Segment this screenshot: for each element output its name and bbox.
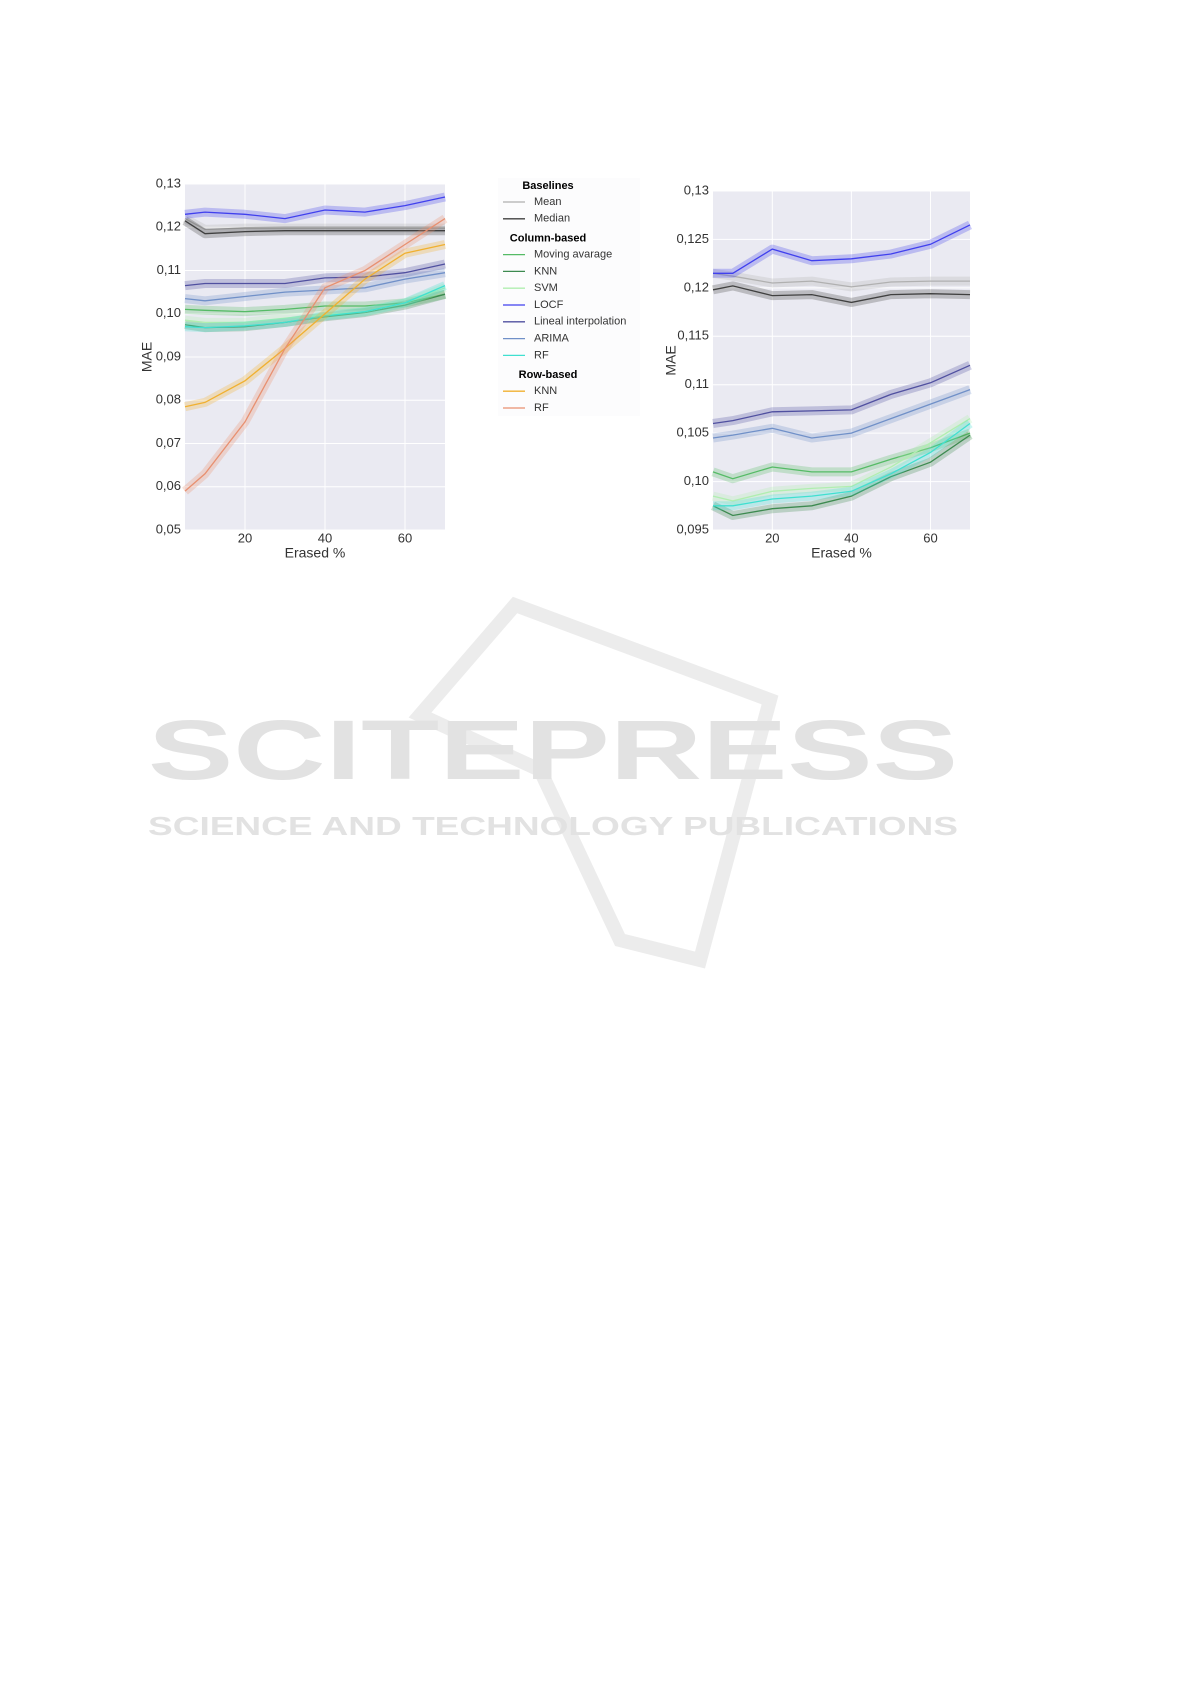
legend-box bbox=[498, 178, 640, 416]
watermark-logo bbox=[408, 596, 779, 969]
series-line bbox=[712, 388, 971, 439]
y-tick-label: 0,06 bbox=[156, 478, 181, 493]
y-tick-label: 0,125 bbox=[676, 231, 709, 246]
series-line bbox=[184, 243, 446, 408]
y-tick-label: 0,09 bbox=[156, 348, 181, 363]
legend-label: RF bbox=[534, 349, 549, 361]
plot-area bbox=[713, 191, 970, 530]
watermark: SCITEPRESS SCIENCE AND TECHNOLOGY PUBLIC… bbox=[148, 596, 958, 969]
y-tick-label: 0,13 bbox=[156, 175, 181, 190]
legend-label: RF bbox=[534, 402, 549, 414]
y-tick-label: 0,11 bbox=[685, 376, 709, 391]
series-line bbox=[712, 434, 971, 517]
y-tick-label: 0,095 bbox=[676, 521, 709, 536]
y-tick-label: 0,10 bbox=[156, 305, 181, 320]
legend-group-title: Baselines bbox=[522, 180, 573, 192]
legend-group-title: Column-based bbox=[510, 233, 586, 245]
legend-label: ARIMA bbox=[534, 333, 570, 345]
x-tick-label: 60 bbox=[923, 530, 937, 545]
series-line bbox=[713, 224, 971, 274]
y-axis-label: MAE bbox=[663, 345, 679, 375]
y-tick-label: 0,13 bbox=[684, 182, 709, 197]
y-tick-label: 0,11 bbox=[157, 262, 181, 277]
series-line bbox=[712, 432, 971, 480]
series-line bbox=[184, 263, 446, 287]
series-line bbox=[712, 418, 971, 502]
series-line bbox=[184, 218, 446, 492]
x-tick-label: 40 bbox=[844, 530, 858, 545]
legend-label: Moving avarage bbox=[534, 249, 612, 261]
legend-label: SVM bbox=[534, 282, 558, 294]
y-tick-label: 0,05 bbox=[156, 521, 181, 536]
legend-label: Median bbox=[534, 213, 570, 225]
y-tick-label: 0,115 bbox=[677, 328, 709, 343]
x-tick-label: 20 bbox=[238, 530, 252, 545]
series-line bbox=[184, 220, 445, 235]
legend-label: Lineal interpolation bbox=[534, 316, 626, 328]
watermark-subtitle: SCIENCE AND TECHNOLOGY PUBLICATIONS bbox=[148, 811, 958, 841]
legend-label: KNN bbox=[534, 385, 557, 397]
series-line bbox=[712, 272, 970, 288]
y-tick-label: 0,12 bbox=[684, 279, 709, 294]
y-tick-label: 0,10 bbox=[684, 473, 709, 488]
series-line bbox=[184, 293, 446, 313]
x-tick-label: 20 bbox=[765, 530, 779, 545]
series-line bbox=[184, 196, 446, 220]
y-axis-label: MAE bbox=[139, 342, 155, 372]
watermark-title: SCITEPRESS bbox=[148, 703, 958, 797]
legend-label: Mean bbox=[534, 196, 562, 208]
legend-label: KNN bbox=[534, 265, 557, 277]
x-axis-label: Erased % bbox=[811, 545, 872, 561]
x-tick-label: 60 bbox=[398, 530, 412, 545]
legend-label: LOCF bbox=[534, 299, 564, 311]
legend-group-title: Row-based bbox=[519, 369, 578, 381]
series-line bbox=[712, 364, 971, 425]
y-tick-label: 0,12 bbox=[156, 219, 181, 234]
x-axis-label: Erased % bbox=[285, 545, 346, 561]
y-tick-label: 0,08 bbox=[156, 392, 181, 407]
x-tick-label: 40 bbox=[318, 530, 332, 545]
series-line bbox=[184, 272, 446, 302]
y-tick-label: 0,105 bbox=[676, 425, 709, 440]
series-line bbox=[712, 285, 971, 304]
y-tick-label: 0,07 bbox=[156, 435, 181, 450]
series-line bbox=[713, 422, 971, 507]
series-line bbox=[184, 218, 445, 231]
